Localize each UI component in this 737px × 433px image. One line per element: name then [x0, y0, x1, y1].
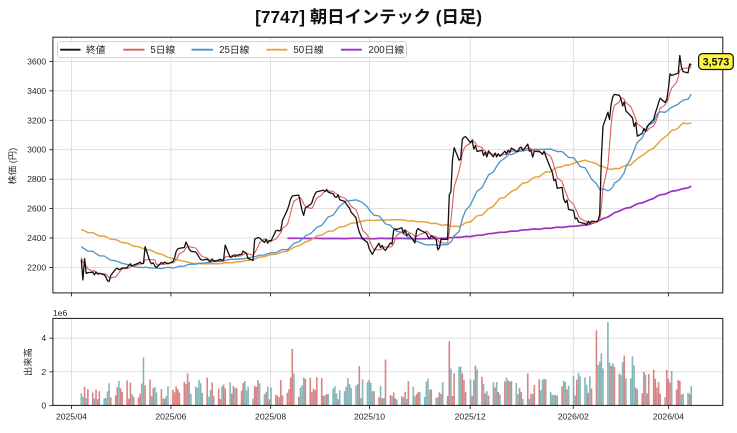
- svg-text:3400: 3400: [27, 86, 46, 96]
- svg-text:(: (: [431, 7, 442, 27]
- svg-text:200: 200: [369, 45, 386, 56]
- svg-text:2200: 2200: [27, 263, 46, 273]
- svg-text:(: (: [8, 159, 18, 166]
- svg-text:2025/12: 2025/12: [455, 411, 486, 421]
- svg-text:[7747]: [7747]: [255, 7, 310, 27]
- svg-text:2: 2: [41, 367, 46, 377]
- svg-text:2400: 2400: [27, 233, 46, 243]
- svg-text:): ): [476, 7, 482, 27]
- svg-text:4: 4: [41, 333, 46, 343]
- svg-text:50: 50: [293, 45, 304, 56]
- svg-text:3000: 3000: [27, 145, 46, 155]
- svg-text:1e6: 1e6: [53, 308, 68, 318]
- svg-text:2026/04: 2026/04: [653, 411, 684, 421]
- svg-text:25: 25: [219, 45, 230, 56]
- svg-text:0: 0: [41, 400, 46, 410]
- svg-text:2025/06: 2025/06: [155, 411, 186, 421]
- svg-text:3200: 3200: [27, 115, 46, 125]
- svg-text:2600: 2600: [27, 204, 46, 214]
- svg-text:2025/04: 2025/04: [56, 411, 87, 421]
- svg-text:2026/02: 2026/02: [558, 411, 589, 421]
- svg-text:2025/08: 2025/08: [255, 411, 286, 421]
- svg-text:2025/10: 2025/10: [354, 411, 385, 421]
- svg-text:3600: 3600: [27, 56, 46, 66]
- svg-text:): ): [8, 148, 18, 151]
- svg-text:2800: 2800: [27, 174, 46, 184]
- svg-text:5: 5: [150, 45, 155, 56]
- svg-text:3,573: 3,573: [703, 57, 730, 69]
